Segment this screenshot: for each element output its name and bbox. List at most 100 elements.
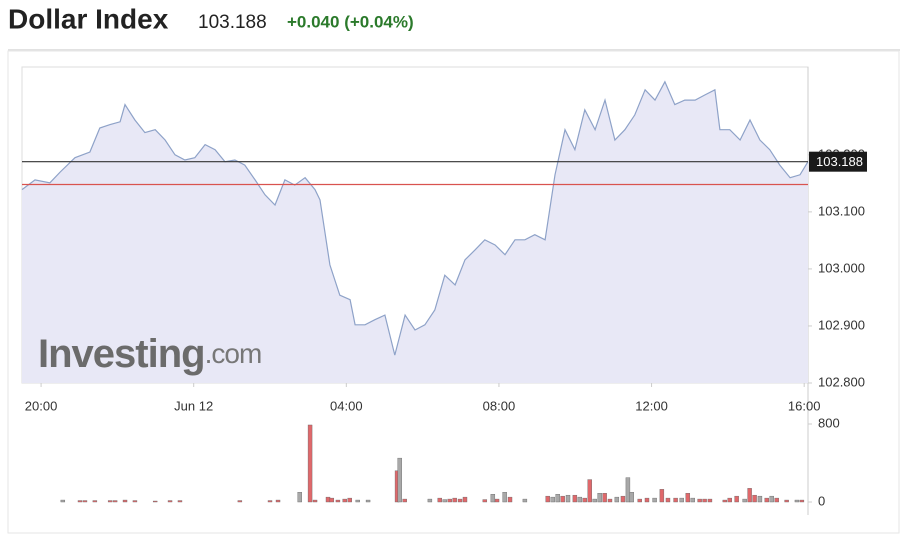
price-line	[21, 80, 809, 356]
volume-bar	[597, 493, 602, 503]
volume-bar	[447, 498, 452, 503]
volume-bar	[673, 497, 678, 503]
volume-bar	[457, 498, 463, 503]
volume-bar	[607, 498, 613, 503]
volume-bar	[522, 498, 528, 503]
volume-bar	[325, 496, 331, 503]
volume-bar	[167, 500, 173, 503]
volume-bar	[629, 492, 634, 503]
volume-bar	[565, 494, 571, 503]
x-tick-label: 20:00	[25, 398, 58, 413]
volume-bar	[267, 500, 273, 503]
y-tick-label: 102.900	[818, 317, 865, 332]
volume-bar	[722, 499, 728, 503]
volume-bar	[652, 497, 657, 503]
last-price-tag-label: 103.188	[816, 154, 863, 169]
y-tick-label: 102.800	[818, 374, 865, 389]
volume-bar	[112, 500, 118, 503]
volume-bar	[107, 500, 113, 503]
volume-bar	[644, 497, 650, 503]
volume-bar	[77, 500, 83, 503]
volume-bar	[427, 498, 433, 503]
volume-bar	[177, 500, 183, 503]
volume-bar	[482, 499, 488, 503]
volume-tick-label: 800	[818, 415, 840, 430]
volume-bar	[685, 493, 691, 503]
volume-bar	[494, 498, 500, 503]
volume-bar	[587, 479, 592, 503]
x-tick-label: 12:00	[635, 398, 668, 413]
volume-bar	[727, 497, 732, 503]
volume-bar	[452, 497, 457, 503]
chart-frame	[7, 50, 900, 534]
volume-bar	[507, 496, 513, 503]
volume-bar	[794, 499, 800, 503]
volume-bar	[620, 495, 626, 503]
volume-bar	[555, 494, 560, 503]
volume-bar	[397, 457, 402, 503]
volume-bar	[60, 499, 66, 503]
y-tick-label: 103.000	[818, 260, 865, 275]
watermark-brand: Investing	[38, 332, 205, 376]
volume-bar	[442, 499, 447, 503]
x-tick-label: 08:00	[483, 398, 516, 413]
volume-bar	[335, 499, 341, 503]
watermark-suffix: .com	[205, 338, 262, 369]
volume-bar	[659, 489, 665, 503]
chart-title: Dollar Index	[8, 3, 169, 34]
volume-bar	[437, 497, 443, 503]
volume-bar	[365, 499, 371, 503]
volume-bar	[742, 498, 747, 503]
volume-bar	[582, 497, 587, 503]
volume-bar	[774, 497, 779, 503]
volume-bar	[560, 495, 565, 503]
volume-bar	[329, 497, 335, 503]
volume-bar	[747, 488, 752, 503]
volume-bar	[702, 498, 707, 503]
volume-bar	[237, 500, 243, 503]
volume-bar	[490, 494, 496, 503]
volume-bar	[275, 499, 281, 503]
watermark: Investing.com	[38, 332, 261, 376]
x-tick-label: Jun 12	[174, 398, 213, 413]
volume-bar	[312, 499, 318, 503]
volume-bar	[697, 498, 702, 503]
volume-bar	[637, 498, 642, 503]
volume-bar	[752, 494, 757, 503]
volume-bar	[602, 493, 607, 503]
volume-bar	[347, 497, 352, 503]
x-tick-label: 04:00	[330, 398, 363, 413]
price-change: +0.040 (+0.04%)	[287, 12, 414, 31]
volume-bar	[614, 496, 620, 503]
volume-bar	[92, 500, 98, 503]
volume-bar	[625, 477, 631, 503]
volume-bar	[462, 496, 468, 503]
volume-bar	[545, 495, 550, 503]
volume-bar	[152, 500, 158, 503]
volume-bar	[572, 494, 578, 503]
volume-bar	[132, 500, 138, 503]
volume-bar	[679, 497, 684, 503]
y-tick-label: 103.100	[818, 203, 865, 218]
volume-bar	[757, 495, 763, 503]
volume-bar	[764, 497, 769, 503]
volume-bar	[297, 492, 302, 503]
volume-bar	[342, 498, 347, 503]
volume-bar	[502, 492, 507, 503]
volume-bar	[734, 495, 739, 503]
volume-bar	[122, 499, 128, 503]
volume-bar	[707, 498, 713, 503]
volume-bar	[799, 499, 805, 503]
volume-bar	[82, 500, 88, 503]
volume-bar	[355, 499, 360, 503]
last-price: 103.188	[198, 12, 267, 33]
volume-bar	[592, 498, 597, 503]
volume-bar	[577, 496, 583, 503]
volume-bar	[307, 424, 313, 503]
volume-bar	[402, 498, 407, 503]
volume-bar	[769, 495, 774, 503]
volume-bar	[550, 496, 555, 503]
x-tick-label: 16:00	[788, 398, 821, 413]
